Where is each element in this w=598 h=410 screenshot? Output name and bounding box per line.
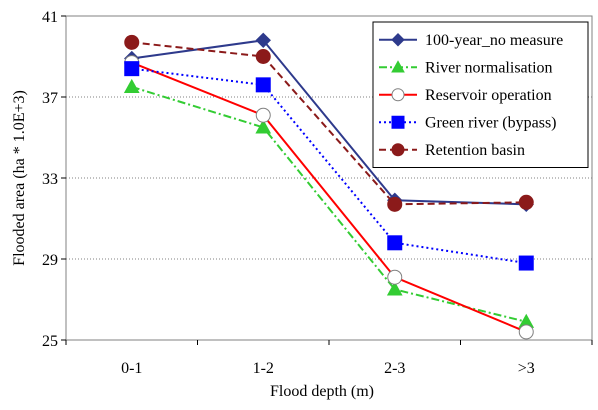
series-line-river-normalisation [131,85,527,323]
y-tick-label: 33 [42,171,58,188]
y-tick-label: 29 [42,252,58,269]
legend-marker-green-river-bypass [391,115,405,129]
data-point-green-river-bypass [518,255,534,271]
data-point-retention-basin [255,49,271,64]
series-line-retention-basin [131,41,527,206]
x-tick-label: 1-2 [253,360,274,377]
x-tick-label: 0-1 [121,360,142,377]
data-point-river-normalisation [123,78,140,93]
legend-marker-reservoir-operation [391,88,405,102]
legend-label-100-year-no-measure: 100-year_no measure [425,32,563,49]
data-point-reservoir-operation [255,107,271,123]
legend-label-river-normalisation: River normalisation [425,59,553,76]
legend-label-retention-basin: Retention basin [425,142,525,159]
data-point-reservoir-operation [387,269,403,285]
x-tick-label: >3 [518,360,535,377]
data-point-river-normalisation [386,281,403,296]
y-axis-label: Flooded area (ha * 1.0E+3) [11,90,28,266]
data-point-100-year-no-measure [255,32,271,49]
x-tick-label: 2-3 [384,360,405,377]
legend-label-green-river-bypass: Green river (bypass) [425,114,557,131]
data-point-retention-basin [124,34,140,50]
legend-marker-100-year-no-measure [391,33,405,47]
data-point-retention-basin [387,196,403,212]
legend-marker-retention-basin [391,143,405,157]
data-point-reservoir-operation [518,324,534,340]
data-point-retention-basin [518,194,534,210]
legend-marker-river-normalisation [391,60,405,73]
y-tick-label: 25 [42,333,58,350]
data-point-green-river-bypass [387,235,403,251]
data-point-green-river-bypass [255,77,271,93]
series-line-green-river-bypass [131,67,527,265]
legend-label-reservoir-operation: Reservoir operation [425,87,552,104]
series-line-reservoir-operation [131,61,527,333]
data-point-river-normalisation [255,119,272,134]
data-point-green-river-bypass [124,61,140,77]
x-axis-label: Flood depth (m) [270,383,374,400]
y-tick-label: 41 [42,9,58,26]
y-tick-label: 37 [42,90,58,107]
